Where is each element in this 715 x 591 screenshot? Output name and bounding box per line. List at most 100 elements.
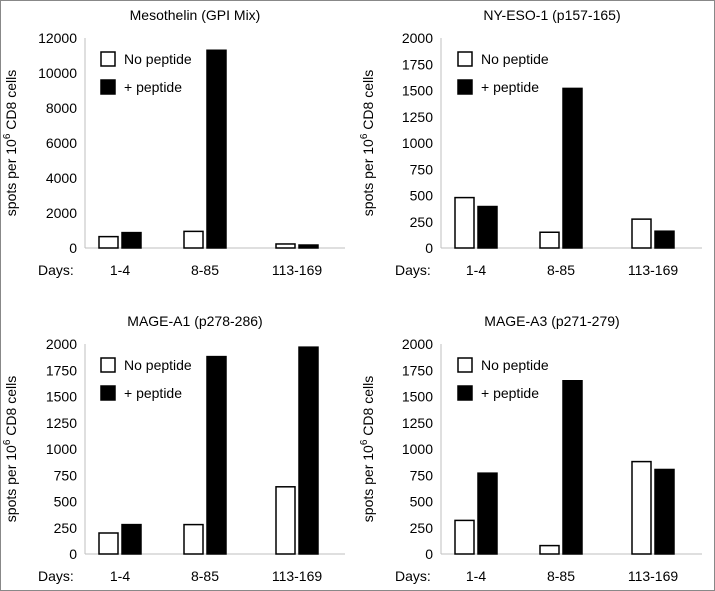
x-axis-label: Days: (395, 262, 431, 278)
y-tick-label: 1000 (402, 135, 433, 151)
legend-label-peptide: + peptide (124, 79, 182, 95)
y-tick-label: 4000 (46, 170, 77, 186)
bar-peptide-1-4 (121, 523, 142, 555)
legend-label-no-peptide: No peptide (481, 357, 549, 373)
bar-peptide-8-85 (206, 355, 227, 555)
bar-no-peptide-8-85 (183, 523, 204, 555)
legend-swatch-peptide (457, 79, 473, 95)
y-tick-label: 250 (410, 214, 434, 230)
y-tick-label: 500 (54, 494, 78, 510)
y-tick-label: 1750 (46, 362, 77, 378)
legend-label-peptide: + peptide (481, 79, 539, 95)
bar-peptide-1-4 (121, 231, 142, 249)
y-axis-label: spots per 106 CD8 cells (359, 376, 376, 522)
y-tick-label: 0 (69, 240, 77, 256)
chart-title: MAGE-A1 (p278-286) (127, 313, 262, 329)
y-tick-label: 6000 (46, 135, 77, 151)
y-tick-label: 0 (69, 546, 77, 562)
bar-peptide-8-85 (206, 49, 227, 249)
y-axis-label: spots per 106 CD8 cells (359, 70, 376, 216)
y-tick-label: 500 (410, 494, 434, 510)
y-tick-label: 1750 (402, 56, 433, 72)
legend-swatch-no-peptide (457, 357, 473, 373)
y-tick-label: 2000 (402, 30, 433, 46)
x-tick-label: 8-85 (191, 262, 219, 278)
legend-swatch-no-peptide (100, 51, 116, 67)
bar-peptide-1-4 (477, 205, 498, 249)
legend-label-no-peptide: No peptide (124, 51, 192, 67)
x-tick-label: 8-85 (191, 568, 219, 584)
y-tick-label: 0 (425, 546, 433, 562)
x-axis-label: Days: (395, 568, 431, 584)
bar-no-peptide-8-85 (183, 230, 204, 249)
y-tick-label: 2000 (402, 336, 433, 352)
bar-peptide-113-169 (654, 230, 675, 249)
chart-panel-1: Mesothelin (GPI Mix) 0 2000 4000 6000 8000 100… (2, 7, 345, 278)
x-tick-label: 1-4 (110, 262, 130, 278)
y-tick-label: 500 (410, 188, 434, 204)
y-tick-label: 1750 (402, 362, 433, 378)
chart-panel-4: MAGE-A3 (p271-279) 0 250 500 750 1000 1250 1500… (359, 313, 702, 584)
y-tick-label: 1500 (402, 83, 433, 99)
legend-swatch-no-peptide (457, 51, 473, 67)
y-tick-label: 0 (425, 240, 433, 256)
legend-swatch-no-peptide (100, 357, 116, 373)
bar-no-peptide-1-4 (454, 519, 475, 555)
x-tick-label: 113-169 (272, 568, 323, 584)
chart-panel-2: NY-ESO-1 (p157-165) 0 250 500 750 1000 1250 150… (359, 7, 702, 278)
x-tick-label: 8-85 (547, 262, 575, 278)
bar-peptide-8-85 (562, 380, 583, 555)
y-axis-label: spots per 106 CD8 cells (2, 376, 19, 522)
y-tick-label: 2000 (46, 205, 77, 221)
y-tick-label: 1500 (46, 389, 77, 405)
y-tick-label: 1000 (402, 441, 433, 457)
y-tick-label: 10000 (38, 65, 77, 81)
legend-label-no-peptide: No peptide (124, 357, 192, 373)
y-tick-label: 2000 (46, 336, 77, 352)
x-tick-label: 8-85 (547, 568, 575, 584)
y-axis-label: spots per 106 CD8 cells (2, 70, 19, 216)
bar-no-peptide-113-169 (631, 460, 652, 555)
bar-no-peptide-8-85 (539, 231, 560, 249)
legend-label-peptide: + peptide (481, 385, 539, 401)
y-tick-label: 8000 (46, 100, 77, 116)
y-tick-label: 12000 (38, 30, 77, 46)
x-tick-label: 113-169 (628, 568, 679, 584)
y-tick-label: 1250 (46, 415, 77, 431)
y-tick-label: 1250 (402, 415, 433, 431)
bar-peptide-113-169 (654, 468, 675, 555)
bar-no-peptide-113-169 (275, 243, 296, 249)
x-tick-label: 1-4 (466, 568, 486, 584)
y-tick-label: 250 (54, 520, 78, 536)
y-tick-label: 250 (410, 520, 434, 536)
y-tick-label: 750 (54, 467, 78, 483)
x-tick-label: 113-169 (272, 262, 323, 278)
y-tick-label: 750 (410, 161, 434, 177)
chart-title: Mesothelin (GPI Mix) (130, 7, 261, 23)
bar-no-peptide-8-85 (539, 544, 560, 555)
x-tick-label: 1-4 (466, 262, 486, 278)
x-axis-label: Days: (38, 568, 74, 584)
y-tick-label: 750 (410, 467, 434, 483)
chart-title: MAGE-A3 (p271-279) (484, 313, 619, 329)
bar-peptide-113-169 (298, 346, 319, 555)
legend-swatch-peptide (100, 385, 116, 401)
y-tick-label: 1250 (402, 109, 433, 125)
bar-no-peptide-113-169 (275, 486, 296, 555)
bar-peptide-113-169 (298, 244, 319, 249)
bar-no-peptide-1-4 (98, 235, 119, 249)
legend-swatch-peptide (100, 79, 116, 95)
x-tick-label: 1-4 (110, 568, 130, 584)
bar-peptide-8-85 (562, 87, 583, 249)
x-axis-label: Days: (38, 262, 74, 278)
y-tick-label: 1000 (46, 441, 77, 457)
bar-no-peptide-1-4 (98, 532, 119, 555)
chart-title: NY-ESO-1 (p157-165) (483, 7, 620, 23)
legend-label-no-peptide: No peptide (481, 51, 549, 67)
y-tick-label: 1500 (402, 389, 433, 405)
bar-peptide-1-4 (477, 472, 498, 555)
legend-label-peptide: + peptide (124, 385, 182, 401)
chart-panel-3: MAGE-A1 (p278-286) 0 250 500 750 1000 1250 1500… (2, 313, 345, 584)
x-tick-label: 113-169 (628, 262, 679, 278)
